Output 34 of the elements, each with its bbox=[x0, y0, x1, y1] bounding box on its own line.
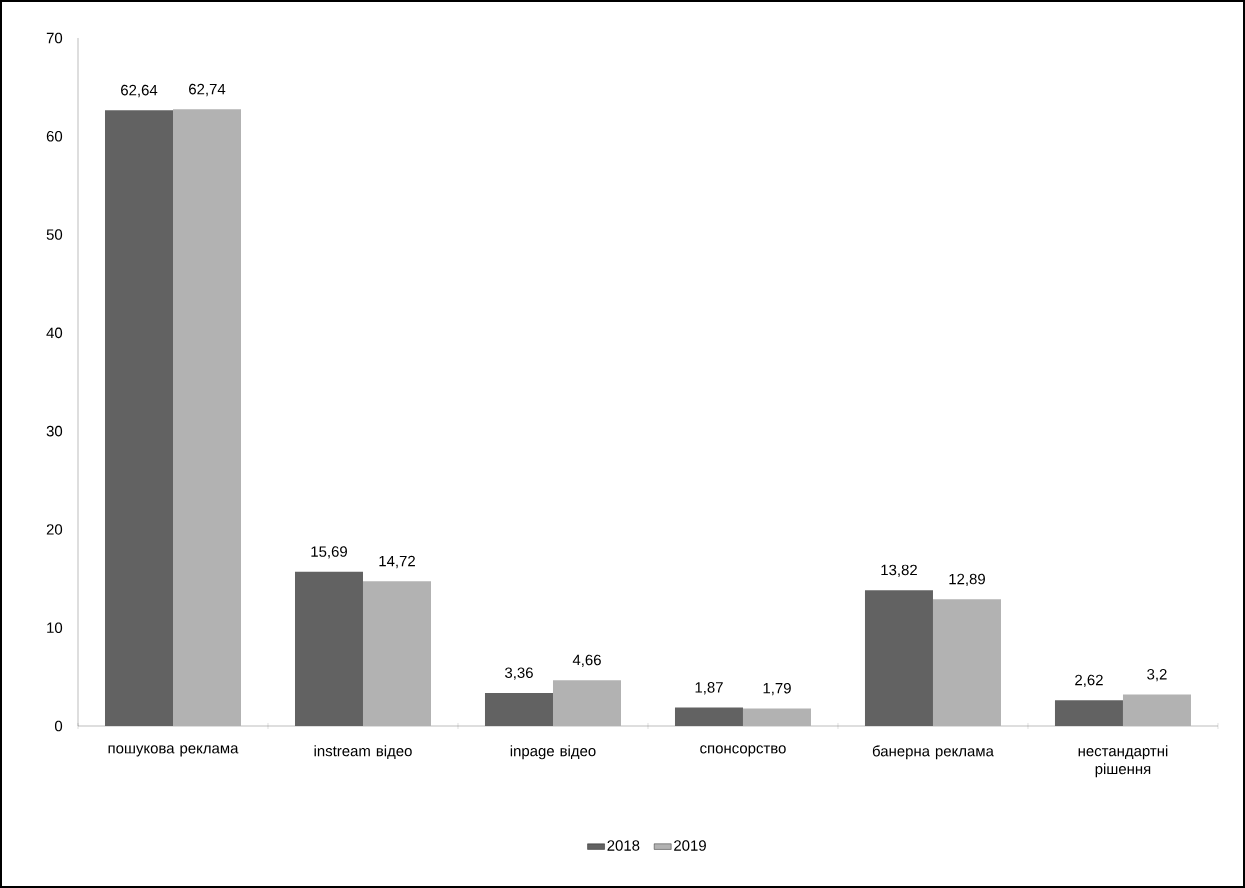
y-tick-label: 60 bbox=[46, 130, 63, 142]
data-label: 12,89 bbox=[949, 573, 985, 587]
y-tick-label: 70 bbox=[46, 32, 63, 44]
bar bbox=[932, 599, 1001, 726]
data-label: 4,66 bbox=[572, 654, 601, 668]
data-label: 62,64 bbox=[121, 84, 158, 98]
y-tick-label: 40 bbox=[46, 327, 63, 339]
data-label: 15,69 bbox=[311, 546, 347, 559]
y-tick-label: 10 bbox=[47, 622, 63, 633]
data-label: 3,2 bbox=[1147, 669, 1167, 682]
data-label: 3,36 bbox=[505, 667, 533, 680]
legend-label: 2019 bbox=[674, 840, 706, 851]
data-label: 1,87 bbox=[695, 682, 723, 695]
bar bbox=[173, 109, 241, 726]
x-tick-label: пошукова реклама bbox=[108, 745, 239, 757]
x-tick-label: instream відео bbox=[314, 745, 412, 760]
x-tick-label: нестандартні рішення bbox=[1078, 745, 1168, 778]
data-label: 13,82 bbox=[881, 564, 917, 577]
y-tick-label: 0 bbox=[54, 720, 63, 732]
bar bbox=[742, 708, 811, 726]
data-label: 14,72 bbox=[379, 555, 415, 569]
y-tick-label: 50 bbox=[46, 229, 63, 240]
y-tick-label: 30 bbox=[46, 425, 63, 437]
bar bbox=[362, 581, 431, 726]
data-label: 2,62 bbox=[1075, 674, 1103, 688]
x-tick-label: банерна реклама bbox=[872, 745, 994, 760]
data-label: 62,74 bbox=[189, 83, 226, 97]
legend-label: 2018 bbox=[607, 840, 640, 851]
data-label: 1,79 bbox=[763, 682, 791, 696]
x-tick-label: спонсорство bbox=[700, 745, 786, 757]
y-tick-label: 20 bbox=[46, 524, 63, 535]
bar bbox=[552, 680, 621, 726]
x-tick-label: inpage відео bbox=[510, 745, 596, 760]
bar bbox=[1122, 694, 1191, 726]
